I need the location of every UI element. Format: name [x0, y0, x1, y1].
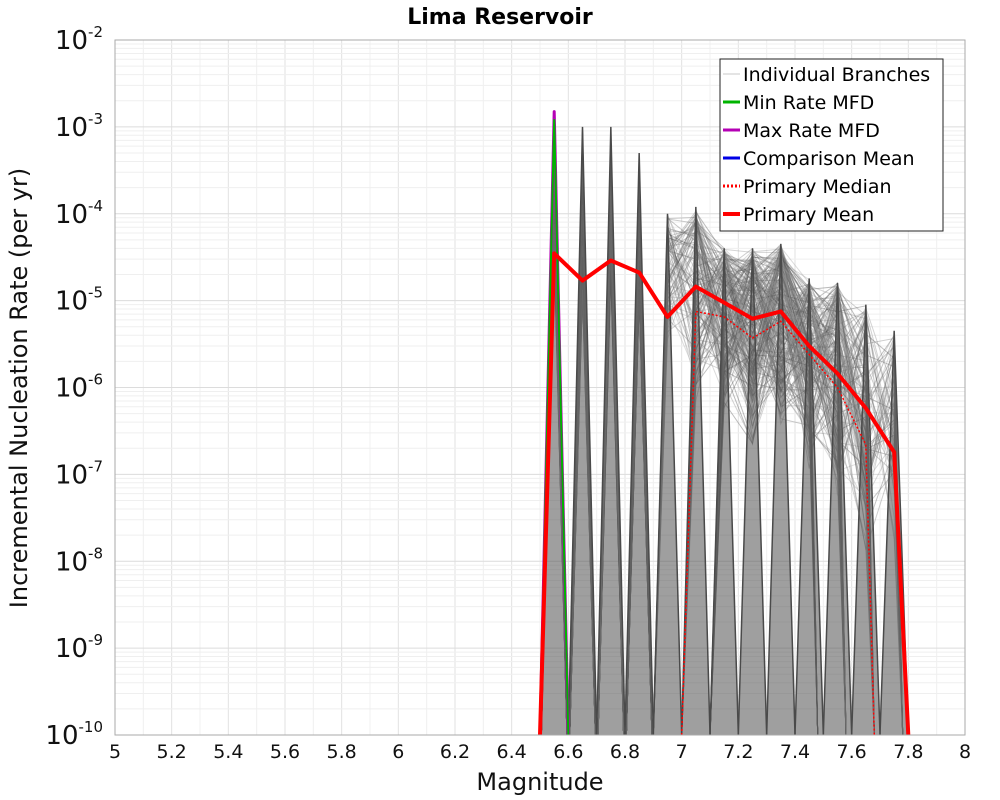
y-tick-label: 10-2 — [55, 23, 103, 56]
x-tick-label: 7.6 — [837, 741, 867, 763]
x-tick-label: 7.2 — [723, 741, 753, 763]
branch-spike — [850, 304, 881, 736]
x-axis-ticks: 5 5.2 5.4 5.6 5.8 6 6.2 6.4 6.6 6.8 7 7.2 7.4 7.6 7.8 8 — [109, 741, 971, 763]
primary-mean-line — [538, 251, 911, 736]
x-axis-label: Magnitude — [476, 768, 603, 796]
x-tick-label: 5.8 — [327, 741, 357, 763]
x-tick-label: 5.2 — [157, 741, 187, 763]
branch-spikes — [539, 116, 910, 736]
legend-label: Individual Branches — [743, 64, 930, 86]
branch-spike — [822, 282, 853, 736]
x-tick-label: 7.8 — [893, 741, 923, 763]
branch-spike — [709, 248, 740, 736]
x-tick-label: 5 — [109, 741, 121, 763]
chart-title: Lima Reservoir — [407, 5, 593, 30]
x-tick-label: 6.6 — [553, 741, 583, 763]
y-axis-label: Incremental Nucleation Rate (per yr) — [5, 168, 33, 608]
x-tick-label: 6.4 — [497, 741, 527, 763]
x-tick-label: 8 — [959, 741, 971, 763]
branch-spike — [794, 278, 825, 736]
branch-spike — [624, 153, 655, 736]
y-tick-label: 10-8 — [55, 544, 103, 577]
y-tick-label: 10-4 — [55, 197, 103, 230]
branch-spike — [765, 243, 796, 736]
legend-label: Primary Median — [743, 176, 892, 198]
legend-label: Min Rate MFD — [743, 92, 874, 114]
legend-label: Max Rate MFD — [743, 120, 880, 142]
branch-spike — [567, 126, 598, 736]
y-tick-label: 10-7 — [55, 457, 103, 490]
y-tick-label: 10-9 — [55, 631, 103, 664]
plot-frame — [114, 39, 966, 736]
branch-spike — [652, 213, 683, 736]
branch-spike — [595, 126, 626, 736]
legend-label: Primary Mean — [743, 204, 874, 226]
y-tick-label: 10-5 — [55, 284, 103, 317]
x-tick-label: 6.8 — [610, 741, 640, 763]
primary-median-line — [680, 310, 876, 736]
branch-spike — [879, 330, 910, 736]
x-tick-label: 7 — [676, 741, 688, 763]
y-tick-label: 10-3 — [55, 110, 103, 143]
y-tick-label: 10-6 — [55, 371, 103, 404]
x-tick-label: 5.6 — [270, 741, 300, 763]
x-tick-label: 6.2 — [440, 741, 470, 763]
x-tick-label: 5.4 — [213, 741, 243, 763]
branch-spike — [737, 248, 768, 736]
grid — [114, 40, 966, 736]
legend: Individual Branches Min Rate MFD Max Rate … — [719, 58, 944, 232]
y-tick-label: 10-10 — [45, 718, 103, 751]
legend-box — [719, 58, 944, 232]
x-tick-label: 6 — [392, 741, 404, 763]
legend-label: Comparison Mean — [743, 148, 915, 170]
x-tick-label: 7.4 — [780, 741, 810, 763]
branch-spike — [680, 206, 711, 736]
y-axis-ticks: 10-10 10-9 10-8 10-7 10-6 10-5 10-4 10-3 10-2 — [45, 23, 103, 751]
